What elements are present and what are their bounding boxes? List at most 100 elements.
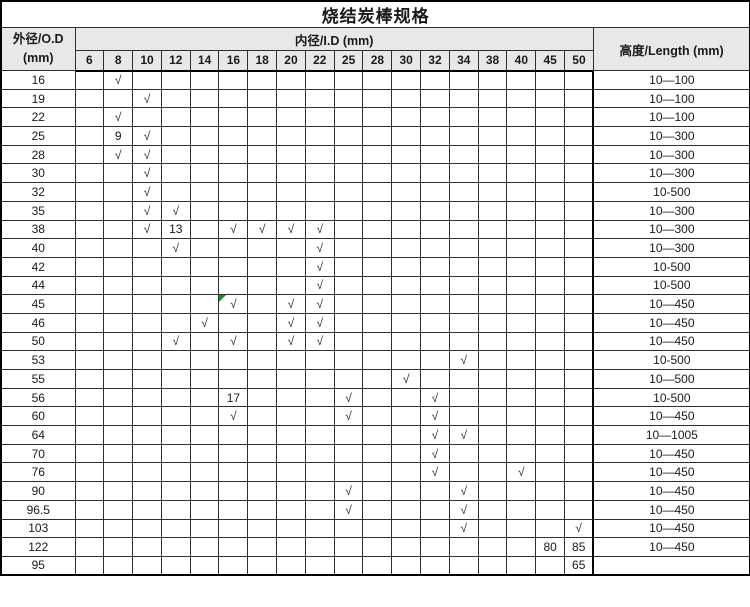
table-row-od-40: 40 √ √ 10—300 [0, 238, 750, 258]
spec-table: 烧结炭棒规格 外径/O.D (mm) 内径/I.D (mm) 高度/Length… [0, 0, 750, 577]
length-cell: 10—450 [592, 537, 750, 557]
id-col-header-25: 25 [333, 50, 364, 72]
id-cell-8 [103, 256, 134, 277]
id-cell-20 [276, 481, 306, 501]
id-cell-30 [391, 144, 422, 165]
check-mark-icon: √ [143, 91, 151, 106]
id-cell-6 [74, 256, 105, 277]
id-cell-34 [448, 126, 479, 146]
id-cell-30 [391, 350, 422, 370]
id-cell-22 [304, 537, 335, 557]
id-cell-30 [391, 107, 422, 128]
length-cell: 10—300 [592, 238, 750, 258]
id-cell-22 [304, 200, 335, 221]
id-cell-50: 85 [564, 537, 594, 557]
check-mark-icon: √ [287, 297, 295, 312]
id-cell-10: √ [132, 88, 162, 109]
id-cell-34 [448, 182, 479, 202]
id-cell-38 [477, 387, 508, 408]
id-cell-32 [420, 238, 450, 258]
id-cell-22 [304, 369, 335, 389]
od-cell: 76 [0, 462, 76, 483]
id-cell-50: √ [564, 518, 594, 539]
id-cell-6 [74, 462, 105, 483]
id-cell-25 [333, 425, 364, 445]
id-cell-40 [506, 406, 537, 427]
od-cell: 40 [0, 238, 76, 258]
id-cell-20 [276, 555, 306, 576]
title-row: 烧结炭棒规格 [0, 0, 750, 28]
id-cell-8 [103, 350, 134, 370]
id-cell-45 [535, 406, 566, 427]
id-cell-8 [103, 331, 134, 352]
id-col-header-30: 30 [391, 50, 422, 72]
id-cell-28 [362, 70, 393, 90]
id-cell-45 [535, 425, 566, 445]
id-cell-12 [160, 387, 191, 408]
id-cell-22 [304, 443, 335, 464]
id-cell-40 [506, 70, 537, 90]
id-cell-32 [420, 163, 450, 184]
check-mark-icon: √ [345, 502, 352, 517]
id-cell-22 [304, 387, 335, 408]
od-cell: 30 [0, 163, 76, 184]
id-cell-40 [506, 331, 537, 352]
id-cell-20: √ [276, 312, 306, 333]
table-row-od-50: 50 √ √ √ √ 10—450 [0, 331, 750, 352]
table-row-od-53: 53 √ 10-500 [0, 350, 750, 370]
id-cell-40 [506, 369, 537, 389]
table-header: 烧结炭棒规格 外径/O.D (mm) 内径/I.D (mm) 高度/Length… [0, 0, 750, 72]
id-cell-10 [132, 425, 162, 445]
id-cell-12 [160, 182, 191, 202]
id-cell-14 [189, 499, 220, 520]
check-mark-icon: √ [172, 334, 180, 349]
id-cell-28 [362, 312, 393, 333]
od-cell: 56 [0, 387, 76, 408]
id-cell-30 [391, 294, 422, 314]
check-mark-icon: √ [345, 390, 352, 405]
od-cell: 103 [0, 518, 76, 539]
id-cell-20 [276, 537, 306, 557]
check-mark-icon: √ [316, 259, 324, 274]
table-row-od-38: 38 √ 13 √ √ √ √ 10—300 [0, 219, 750, 240]
id-cell-6 [74, 312, 105, 333]
id-cell-32 [420, 537, 450, 557]
table-row-od-64: 64 √ √ 10—1005 [0, 425, 750, 445]
id-cell-38 [477, 238, 508, 258]
od-cell: 50 [0, 331, 76, 352]
id-cell-12 [160, 518, 191, 539]
id-cell-28 [362, 107, 393, 128]
id-cell-38 [477, 200, 508, 221]
length-cell: 10—450 [592, 481, 750, 501]
id-cell-10 [132, 406, 162, 427]
id-cell-18 [247, 443, 278, 464]
id-cell-40 [506, 238, 537, 258]
check-mark-icon: √ [143, 222, 151, 237]
id-cell-12 [160, 425, 191, 445]
id-cell-28 [362, 462, 393, 483]
id-cell-14 [189, 331, 220, 352]
id-cell-34 [448, 387, 479, 408]
id-cell-10 [132, 256, 162, 277]
id-cell-40 [506, 88, 537, 109]
id-cell-20 [276, 369, 306, 389]
id-cell-22 [304, 406, 335, 427]
id-cell-30 [391, 219, 422, 240]
id-cell-8 [103, 369, 134, 389]
id-cell-10 [132, 555, 162, 576]
id-cell-28 [362, 144, 393, 165]
id-cell-34 [448, 144, 479, 165]
table-row-od-60: 60 √ √ √ 10—450 [0, 406, 750, 427]
id-cell-14 [189, 144, 220, 165]
id-cell-28 [362, 219, 393, 240]
id-cell-38 [477, 462, 508, 483]
check-mark-icon: √ [518, 465, 525, 480]
length-cell: 10-500 [592, 182, 750, 202]
id-cell-12 [160, 256, 191, 277]
id-cell-25 [333, 312, 364, 333]
id-cell-12 [160, 88, 191, 109]
id-cell-34 [448, 219, 479, 240]
id-cell-20 [276, 200, 306, 221]
id-cell-45 [535, 462, 566, 483]
check-mark-icon: √ [143, 128, 151, 143]
